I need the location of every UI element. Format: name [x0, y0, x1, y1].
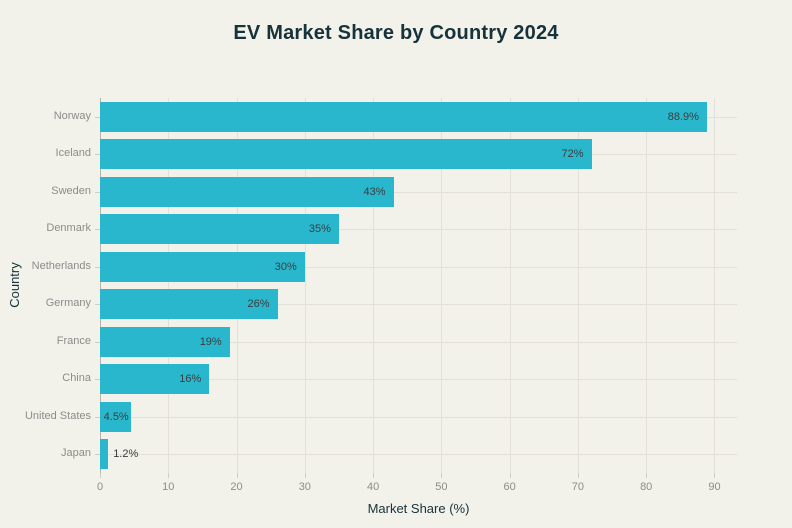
y-tick-mark	[95, 154, 100, 156]
x-tick-label: 0	[96, 481, 104, 493]
horizontal-gridline	[100, 341, 737, 343]
horizontal-gridline	[100, 454, 737, 456]
y-tick-label-sweden: Sweden	[51, 184, 91, 197]
y-tick-label-france: France	[56, 334, 91, 347]
value-label-denmark: 35%	[308, 223, 331, 236]
plot-area: 88.9% 72% 43% 35% 30% 26% 19% 16% 4.5% 1.2%	[100, 98, 737, 473]
bar-denmark	[100, 214, 339, 245]
x-tick-label: 60	[503, 481, 516, 493]
y-tick-mark	[95, 379, 100, 381]
bar-japan	[100, 439, 109, 470]
x-tick-label: 80	[640, 481, 653, 493]
x-tick-mark	[236, 473, 238, 478]
vertical-gridline	[441, 98, 443, 473]
horizontal-gridline	[100, 379, 737, 381]
y-tick-mark	[95, 229, 100, 231]
y-tick-mark	[95, 266, 100, 268]
value-label-norway: 88.9%	[667, 110, 699, 123]
zero-gridline	[100, 98, 101, 473]
horizontal-gridline	[100, 266, 737, 268]
value-label-united-states: 4.5%	[103, 410, 129, 423]
x-tick-label: 30	[298, 481, 311, 493]
bar-china	[100, 364, 210, 395]
value-label-france: 19%	[199, 335, 222, 348]
value-label-japan: 1.2%	[113, 448, 139, 461]
y-tick-label-japan: Japan	[61, 447, 91, 460]
horizontal-gridline	[100, 304, 737, 306]
horizontal-gridline	[100, 191, 737, 193]
x-tick-label: 90	[708, 481, 721, 493]
x-tick-mark	[304, 473, 306, 478]
y-tick-label-united-states: United States	[24, 409, 91, 422]
value-label-sweden: 43%	[363, 185, 386, 198]
value-label-netherlands: 30%	[274, 260, 297, 273]
y-tick-label-norway: Norway	[53, 109, 91, 122]
vertical-gridline	[168, 98, 170, 473]
x-tick-mark	[373, 473, 375, 478]
horizontal-gridline	[100, 416, 737, 418]
vertical-gridline	[304, 98, 306, 473]
y-tick-mark	[95, 341, 100, 343]
value-label-iceland: 72%	[561, 148, 584, 161]
x-tick-mark	[100, 473, 101, 478]
vertical-gridline	[646, 98, 648, 473]
chart-title: EV Market Share by Country 2024	[233, 22, 559, 44]
bar-netherlands	[100, 251, 305, 282]
y-tick-mark	[95, 416, 100, 418]
y-tick-label-germany: Germany	[45, 297, 91, 310]
x-axis-title: Market Share (%)	[367, 501, 470, 516]
bar-united-states	[100, 401, 131, 432]
y-axis-title-text: Country	[7, 262, 22, 308]
y-axis-title: Country	[7, 239, 22, 308]
vertical-gridline	[373, 98, 375, 473]
x-tick-label: 70	[571, 481, 585, 493]
y-tick-label-denmark: Denmark	[46, 222, 91, 235]
x-tick-mark	[577, 473, 579, 478]
horizontal-gridline	[100, 229, 737, 231]
vertical-gridline	[714, 98, 716, 473]
bar-sweden	[100, 176, 394, 207]
vertical-gridline	[577, 98, 579, 473]
y-tick-label-iceland: Iceland	[55, 147, 91, 160]
bar-norway	[100, 101, 707, 132]
x-tick-label: 20	[230, 481, 243, 493]
x-tick-label: 40	[366, 481, 380, 493]
y-tick-mark	[95, 454, 100, 456]
value-label-germany: 26%	[247, 298, 270, 311]
y-tick-label-netherlands: Netherlands	[31, 259, 91, 272]
x-tick-mark	[646, 473, 648, 478]
bar-germany	[100, 289, 278, 320]
vertical-gridline	[509, 98, 511, 473]
x-tick-label: 10	[162, 481, 175, 493]
x-tick-mark	[509, 473, 511, 478]
y-tick-mark	[95, 304, 100, 306]
y-tick-label-china: China	[62, 372, 91, 385]
x-tick-label: 50	[435, 481, 448, 493]
bar-france	[100, 326, 230, 357]
x-tick-mark	[168, 473, 170, 478]
value-label-china: 16%	[179, 373, 202, 386]
vertical-gridline	[236, 98, 238, 473]
y-tick-mark	[95, 191, 100, 193]
x-tick-mark	[441, 473, 443, 478]
bar-iceland	[100, 139, 592, 170]
x-tick-mark	[714, 473, 716, 478]
y-tick-mark	[95, 116, 100, 118]
